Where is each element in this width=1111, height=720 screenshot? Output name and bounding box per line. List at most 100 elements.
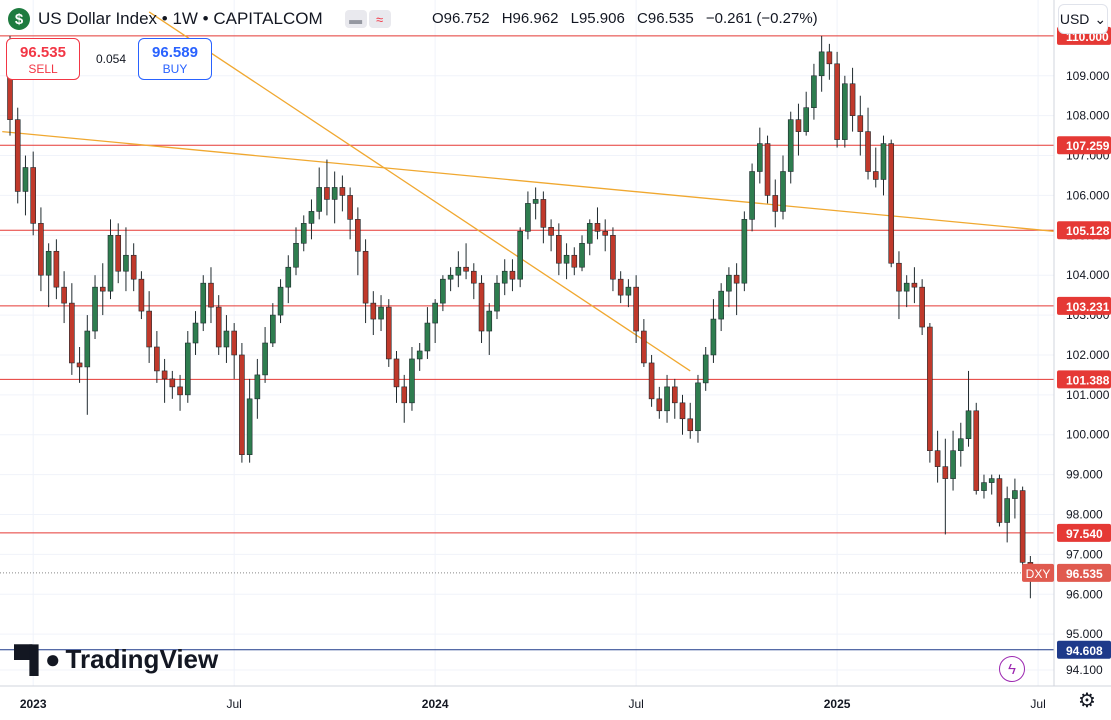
y-tick-label: 95.000 — [1066, 627, 1103, 641]
current-price-tag-bg — [1057, 563, 1111, 582]
candle-body — [548, 227, 554, 236]
candle-body — [733, 274, 740, 284]
currency-label: USD — [1059, 11, 1090, 27]
sell-button[interactable]: 96.535 SELL — [6, 38, 80, 80]
candle-body — [509, 270, 516, 280]
candle-body — [664, 386, 670, 412]
candle-body — [501, 270, 508, 284]
gear-icon[interactable]: ⚙ — [1078, 690, 1096, 712]
candle-body — [347, 195, 353, 220]
candle-body — [123, 254, 129, 272]
tv-mark-icon: ▀▌● — [14, 644, 61, 674]
level-tag-bg — [1057, 640, 1111, 659]
y-tick-label: 108.000 — [1066, 109, 1110, 123]
candle-body — [440, 278, 446, 304]
candle-body — [293, 242, 299, 268]
candle-body — [594, 223, 601, 232]
candle-body — [270, 314, 276, 344]
symbol-title[interactable]: US Dollar Index • 1W • CAPITALCOM — [38, 9, 323, 28]
candle-body — [996, 478, 1003, 523]
level-tag-bg — [1057, 523, 1111, 542]
candle-body — [679, 402, 686, 420]
wave-icon[interactable]: ≈ — [368, 10, 391, 28]
candle-body — [880, 143, 887, 180]
candle-body — [957, 438, 964, 451]
level-tag-label: 103.231 — [1066, 300, 1110, 314]
candle-body — [525, 203, 531, 232]
candle-body — [934, 450, 941, 467]
candle-body — [571, 254, 578, 268]
candle-body — [215, 306, 222, 348]
candle-body — [385, 306, 392, 360]
candle-body — [919, 286, 925, 328]
candle-body — [687, 418, 694, 432]
candle-body — [818, 51, 825, 77]
candle-body — [223, 330, 230, 348]
candle-body — [69, 302, 75, 364]
candle-body — [362, 250, 369, 304]
tradingview-logo[interactable]: ▀▌● TradingView — [14, 644, 218, 675]
candle-body — [285, 266, 292, 288]
candle-body — [834, 63, 840, 140]
candle-body — [107, 235, 114, 292]
candle-body — [76, 362, 83, 368]
buy-price: 96.589 — [152, 44, 198, 61]
candle-body — [942, 466, 949, 479]
candle-body — [154, 346, 160, 372]
buy-label: BUY — [162, 62, 188, 76]
low-value: L95.906 — [570, 10, 625, 27]
candle-body — [200, 282, 207, 324]
x-tick-label: Jul — [1030, 697, 1045, 711]
level-tag-label: 94.608 — [1066, 644, 1103, 658]
x-tick-label: 2023 — [20, 697, 47, 711]
candle-body — [370, 302, 377, 320]
y-tick-label: 99.000 — [1066, 468, 1103, 482]
candle-body — [61, 286, 67, 304]
candle-body — [710, 318, 717, 356]
candle-body — [671, 386, 678, 404]
candle-body — [517, 231, 523, 280]
candle-body — [138, 278, 145, 312]
candle-body — [726, 274, 732, 292]
candle-body — [99, 286, 106, 292]
y-tick-label: 109.000 — [1066, 69, 1110, 83]
sell-label: SELL — [28, 62, 58, 76]
candle-body — [965, 410, 972, 440]
x-tick-label: 2024 — [422, 697, 449, 711]
horizontal-levels — [0, 35, 1054, 651]
y-tick-label: 97.000 — [1066, 547, 1103, 561]
time-axis[interactable]: 2023 Jul 2024 Jul 2025 Jul — [20, 697, 1046, 711]
minus-icon[interactable]: ▬ — [344, 10, 367, 28]
candle-body — [563, 254, 570, 264]
candle-body — [718, 290, 724, 320]
buy-button[interactable]: 96.589 BUY — [138, 38, 212, 80]
candle-body — [648, 362, 655, 400]
dollar-icon: $ — [8, 8, 30, 30]
y-tick-label: 100.000 — [1066, 428, 1110, 442]
trend-line — [148, 11, 691, 372]
candle-body — [610, 235, 616, 280]
candle-body — [764, 143, 771, 196]
candle-body — [988, 478, 995, 483]
currency-dropdown[interactable]: USD ⌄ — [1058, 4, 1108, 34]
change-value: −0.261 (−0.27%) — [705, 10, 818, 27]
candle-body — [378, 306, 384, 320]
candle-body — [53, 250, 60, 288]
candle-body — [447, 274, 454, 280]
candle-body — [780, 171, 786, 212]
candle-body — [38, 223, 44, 276]
y-tick-label: 98.000 — [1066, 508, 1103, 522]
candle-body — [1012, 490, 1018, 499]
candle-body — [470, 270, 477, 284]
lightning-icon[interactable]: ϟ — [999, 656, 1025, 682]
candle-body — [92, 286, 98, 332]
candle-body — [556, 235, 562, 264]
candle-body — [757, 143, 763, 172]
level-tag-label: 105.128 — [1066, 224, 1110, 238]
candles — [7, 35, 1034, 599]
candle-body — [401, 386, 408, 404]
candle-body — [316, 187, 323, 212]
candle-body — [602, 231, 609, 236]
y-tick-label: 102.000 — [1066, 348, 1110, 362]
